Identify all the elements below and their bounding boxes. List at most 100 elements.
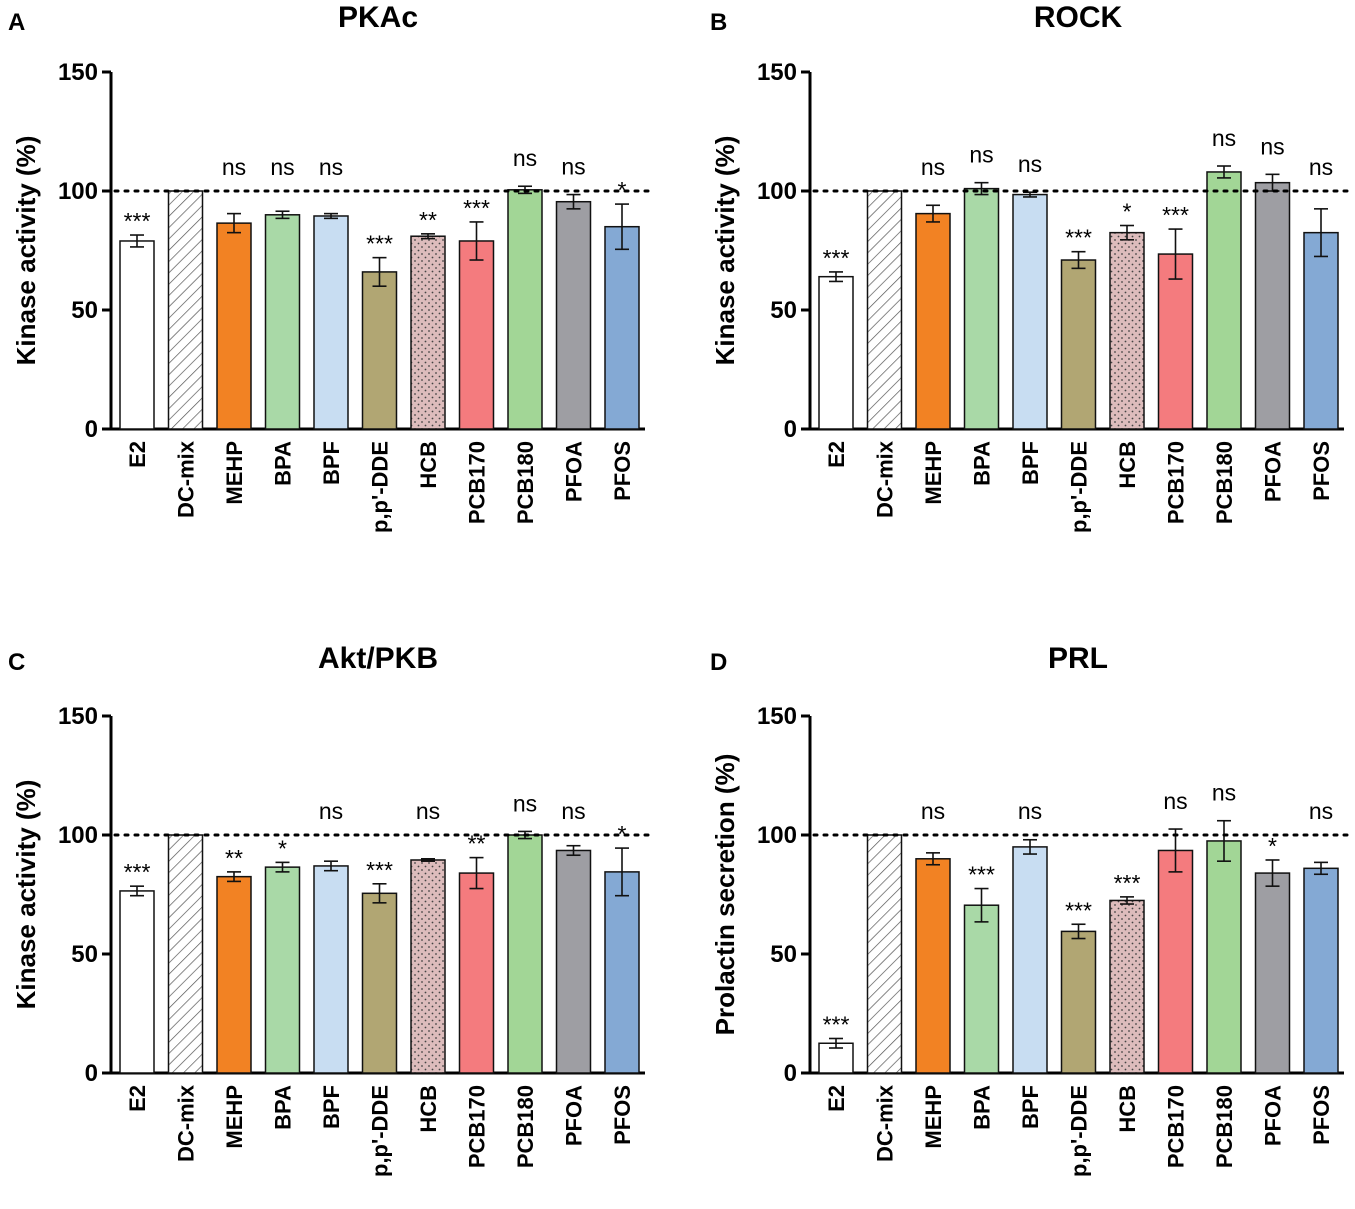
significance-label: * <box>278 835 287 861</box>
x-tick-label: PFOS <box>1309 441 1334 501</box>
y-tick-label: 0 <box>85 1060 98 1087</box>
x-tick-label: E2 <box>125 1085 150 1112</box>
y-tick-label: 150 <box>58 59 98 86</box>
x-tick-label: MEHP <box>921 441 946 505</box>
x-tick-label: HCB <box>416 441 441 489</box>
bar-pfos <box>604 225 640 430</box>
significance-label: ns <box>319 154 343 180</box>
x-tick-label: PCB170 <box>465 441 490 524</box>
significance-label: ns <box>1018 151 1042 177</box>
x-tick-label: BPA <box>970 441 995 486</box>
y-tick-label: 0 <box>85 416 98 443</box>
x-tick-label: E2 <box>824 1085 849 1112</box>
x-tick-label: DC-mix <box>873 1084 898 1162</box>
x-tick-label: HCB <box>416 1085 441 1133</box>
significance-label: *** <box>124 859 151 885</box>
significance-label: ** <box>468 831 486 857</box>
y-tick-label: 0 <box>784 416 797 443</box>
chart-title: PRL <box>1048 642 1108 675</box>
y-axis-label: Kinase activity (%) <box>11 780 41 1010</box>
x-tick-label: DC-mix <box>174 1084 199 1162</box>
significance-label: ns <box>921 154 945 180</box>
x-tick-label: PCB180 <box>513 1085 538 1168</box>
significance-label: * <box>1268 833 1277 859</box>
bar-pcb180 <box>1206 840 1242 1074</box>
significance-label: *** <box>1162 202 1189 228</box>
x-tick-label: HCB <box>1115 1085 1140 1133</box>
significance-label: * <box>1123 199 1132 225</box>
bar-bpa <box>963 904 1000 1074</box>
x-tick-label: BPF <box>319 1085 344 1129</box>
x-tick-label: BPF <box>319 441 344 485</box>
x-tick-label: BPA <box>271 1085 296 1130</box>
panel-d: D PRL Prolactin secretion (%) 0 50 100 150 *** E… <box>710 642 1350 1177</box>
x-tick-label: MEHP <box>921 1085 946 1149</box>
bar-dc-mix <box>866 190 903 430</box>
significance-label: ns <box>319 798 343 824</box>
x-tick-label: PCB170 <box>465 1085 490 1168</box>
bar-mehp <box>216 222 252 430</box>
y-tick-label: 50 <box>71 941 98 968</box>
y-axis-label: Prolactin secretion (%) <box>710 754 740 1036</box>
significance-label: *** <box>823 245 850 271</box>
bar-bpf <box>313 215 349 430</box>
x-tick-label: E2 <box>125 441 150 468</box>
x-tick-label: PFOA <box>1261 1085 1286 1146</box>
bar-pfoa <box>1254 872 1291 1074</box>
x-tick-label: MEHP <box>222 441 247 505</box>
y-tick-label: 150 <box>58 703 98 730</box>
x-tick-label: PCB180 <box>1212 441 1237 524</box>
panel-b: B ROCK Kinase activity (%) 0 50 100 150 *** E2 DC… <box>710 1 1350 533</box>
bar-dc-mix <box>167 190 204 430</box>
significance-label: ns <box>1163 788 1187 814</box>
bar-pcb180 <box>507 189 543 430</box>
significance-label: *** <box>1065 897 1092 923</box>
x-tick-label: PCB170 <box>1164 1085 1189 1168</box>
bar-pfoa <box>555 849 592 1074</box>
bar-pcb170 <box>1157 849 1194 1074</box>
significance-label: ns <box>1260 133 1284 159</box>
significance-label: ns <box>513 145 537 171</box>
bar-pfos <box>604 871 640 1074</box>
significance-label: *** <box>823 1011 850 1037</box>
chart-title: PKAc <box>338 1 418 34</box>
bar-mehp <box>915 858 951 1074</box>
bar-p-p-dde <box>1060 259 1097 430</box>
significance-label: ns <box>1309 798 1333 824</box>
bar-pfoa <box>1254 181 1291 430</box>
y-tick-label: 100 <box>58 178 98 205</box>
panel-letter: D <box>710 649 727 676</box>
bar-pcb170 <box>458 872 495 1074</box>
y-axis-label: Kinase activity (%) <box>11 136 41 366</box>
significance-label: ns <box>513 790 537 816</box>
x-tick-label: BPF <box>1018 1085 1043 1129</box>
significance-label: ns <box>1018 798 1042 824</box>
y-tick-label: 150 <box>757 59 797 86</box>
significance-label: *** <box>366 231 393 257</box>
bar-hcb <box>1109 899 1145 1074</box>
x-tick-label: p,p'-DDE <box>368 1085 393 1177</box>
bar-e2 <box>119 890 155 1074</box>
y-tick-label: 100 <box>757 178 797 205</box>
panel-letter: B <box>710 9 727 36</box>
x-tick-label: MEHP <box>222 1085 247 1149</box>
significance-label: ns <box>1309 154 1333 180</box>
x-tick-label: p,p'-DDE <box>1067 441 1092 533</box>
significance-label: ** <box>419 207 437 233</box>
bar-hcb <box>410 859 446 1074</box>
panel-letter: C <box>8 649 25 676</box>
significance-label: ns <box>222 154 246 180</box>
significance-label: *** <box>124 208 151 234</box>
bar-e2 <box>119 240 155 430</box>
x-tick-label: PFOS <box>610 1085 635 1145</box>
significance-label: *** <box>366 857 393 883</box>
bar-hcb <box>410 235 446 430</box>
significance-label: * <box>618 821 627 847</box>
bar-dc-mix <box>866 834 903 1074</box>
significance-label: ns <box>969 142 993 168</box>
significance-label: *** <box>1114 870 1141 896</box>
x-tick-label: BPF <box>1018 441 1043 485</box>
y-tick-label: 50 <box>71 297 98 324</box>
x-tick-label: DC-mix <box>174 440 199 518</box>
